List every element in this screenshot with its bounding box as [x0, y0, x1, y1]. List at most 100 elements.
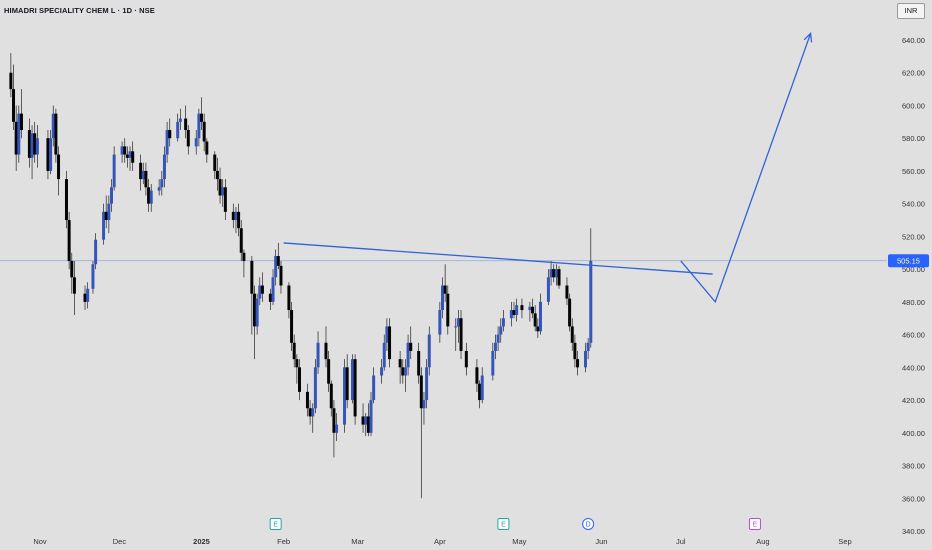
candle [260, 272, 264, 302]
candle-body [313, 367, 317, 409]
candle-body [109, 187, 113, 204]
candle-body [19, 113, 23, 131]
candle-body [327, 359, 331, 384]
candle-body [221, 187, 225, 196]
candle-body [316, 342, 320, 368]
candle [515, 298, 519, 322]
candle [403, 359, 407, 392]
earnings-marker[interactable]: E [497, 518, 510, 530]
candle [242, 249, 246, 278]
candle [364, 413, 368, 437]
candle-body [369, 400, 373, 433]
candle [12, 64, 16, 131]
candle-body [255, 298, 259, 327]
candle-body [409, 342, 413, 351]
candle [160, 170, 164, 196]
candle [30, 125, 34, 180]
candle [91, 260, 95, 294]
candle [231, 203, 235, 229]
time-tick-label: May [512, 537, 526, 546]
candle [425, 359, 429, 409]
earnings-marker[interactable]: E [748, 518, 761, 530]
candle [237, 203, 241, 237]
candle-body [67, 220, 71, 261]
candle [276, 242, 280, 270]
candle-body [258, 285, 262, 299]
candle-body [260, 285, 264, 294]
candle [51, 105, 55, 147]
candle-body [120, 146, 124, 155]
candle-body [242, 252, 246, 261]
candle [388, 318, 392, 368]
candle [213, 151, 217, 180]
candle [144, 162, 148, 196]
candle-body [568, 298, 572, 327]
candle-body [464, 350, 468, 368]
candle-body [102, 211, 106, 240]
time-tick-label: Jun [595, 537, 607, 546]
candle [456, 310, 460, 343]
candle-body [128, 151, 132, 158]
candle-body [361, 416, 365, 425]
chart-title: HIMADRI SPECIALITY CHEM L · 1D · NSE [4, 6, 155, 15]
candle [255, 293, 259, 335]
candle-body [94, 239, 98, 265]
candle [221, 179, 225, 207]
candle [186, 125, 190, 155]
candle-body [205, 141, 209, 155]
price-tick-label: 440.00 [902, 363, 925, 372]
candle-body [491, 350, 495, 376]
candle-body [30, 133, 34, 158]
candle [350, 354, 354, 404]
event-marker-label: E [273, 522, 278, 529]
price-tick-label: 480.00 [902, 298, 925, 307]
candle-body [446, 293, 450, 327]
candle [570, 318, 574, 351]
candle [139, 154, 143, 191]
candle-body [215, 170, 219, 180]
candle [459, 310, 463, 360]
candle [372, 367, 376, 404]
candle-body [184, 118, 188, 131]
candle [308, 400, 312, 425]
candle-body [165, 130, 169, 155]
candle [46, 130, 50, 180]
candle-body [305, 391, 309, 409]
candle [49, 130, 53, 175]
candle [305, 383, 309, 417]
candle-body [520, 305, 524, 311]
price-tick-label: 460.00 [902, 331, 925, 340]
candle-body [557, 269, 561, 286]
event-marker-label: E [501, 522, 506, 529]
candle-body [501, 318, 505, 327]
currency-button[interactable]: INR [897, 3, 925, 19]
candle-body [162, 154, 166, 180]
candle [9, 53, 13, 98]
candle-body [33, 133, 37, 155]
price-axis [887, 0, 932, 550]
candle [295, 354, 299, 384]
candle-body [576, 359, 580, 368]
candle [343, 359, 347, 433]
candle [520, 298, 524, 319]
earnings-marker[interactable]: E [269, 518, 282, 530]
candle-body [86, 288, 90, 302]
candle-body [292, 342, 296, 360]
candle-body [366, 416, 370, 433]
candle-body [364, 416, 368, 425]
dividend-marker[interactable]: D [582, 518, 595, 530]
candle [480, 367, 484, 404]
time-tick-label: Nov [33, 537, 47, 546]
candle-body [499, 326, 503, 335]
candle-body [274, 256, 278, 278]
candle-body [324, 342, 328, 360]
candle-body [311, 408, 315, 417]
candle [274, 249, 278, 286]
candle-body [231, 211, 235, 221]
candle-body [12, 89, 16, 122]
candle [324, 326, 328, 368]
candle [589, 228, 593, 348]
candle-body [332, 408, 336, 433]
candle-body [515, 305, 519, 315]
